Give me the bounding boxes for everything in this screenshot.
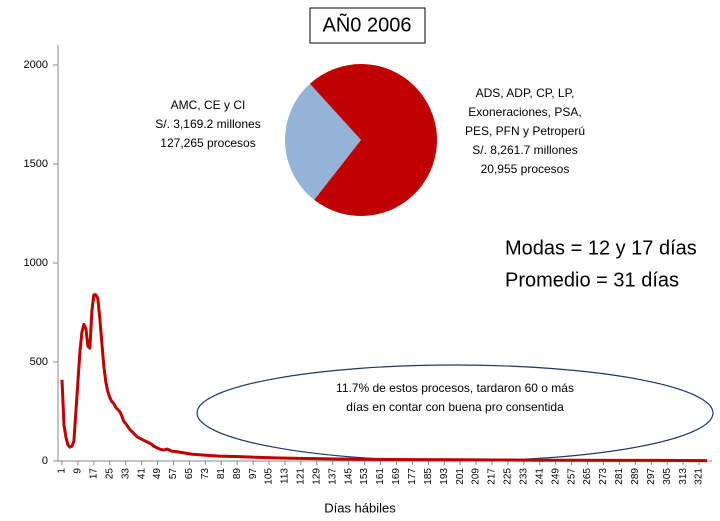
y-tick-label: 0 bbox=[42, 455, 48, 467]
x-tick-label: 49 bbox=[152, 468, 163, 480]
x-tick-label: 193 bbox=[439, 468, 450, 485]
slice-label: ADS, ADP, CP, LP, bbox=[476, 86, 575, 100]
x-tick-label: 233 bbox=[518, 468, 529, 485]
x-tick-label: 321 bbox=[694, 468, 705, 485]
x-tick-label: 225 bbox=[503, 468, 514, 485]
x-axis-label: Días hábiles bbox=[324, 500, 396, 515]
title-box bbox=[309, 7, 426, 44]
x-tick-label: 25 bbox=[104, 468, 115, 480]
x-tick-label: 281 bbox=[614, 468, 625, 485]
x-tick-label: 1 bbox=[57, 468, 68, 474]
x-tick-label: 81 bbox=[216, 468, 227, 480]
chart-title: AÑ0 2006 bbox=[323, 12, 412, 36]
x-tick-label: 265 bbox=[582, 468, 593, 485]
y-tick-label: 2000 bbox=[24, 59, 48, 71]
x-tick-label: 161 bbox=[375, 468, 386, 485]
x-tick-label: 129 bbox=[311, 468, 322, 485]
slice-count-label: 127,265 procesos bbox=[160, 136, 255, 150]
x-tick-label: 297 bbox=[646, 468, 657, 485]
x-tick-label: 201 bbox=[455, 468, 466, 485]
x-tick-label: 289 bbox=[630, 468, 641, 485]
x-tick-label: 41 bbox=[136, 468, 147, 480]
x-tick-label: 273 bbox=[598, 468, 609, 485]
x-tick-label: 73 bbox=[200, 468, 211, 480]
pie-slice bbox=[309, 64, 437, 216]
x-tick-label: 177 bbox=[407, 468, 418, 485]
ellipse-note: 11.7% de estos procesos, tardaron 60 o m… bbox=[336, 381, 574, 395]
slice-count-label: 20,955 procesos bbox=[481, 162, 570, 176]
x-tick-label: 169 bbox=[391, 468, 402, 485]
x-tick-label: 257 bbox=[566, 468, 577, 485]
x-tick-label: 97 bbox=[248, 468, 259, 480]
x-tick-label: 65 bbox=[184, 468, 195, 480]
slice-value-label: S/. 8,261.7 millones bbox=[472, 143, 577, 157]
x-tick-label: 217 bbox=[487, 468, 498, 485]
x-tick-label: 241 bbox=[534, 468, 545, 485]
slice-label: PES, PFN y Petroperú bbox=[465, 124, 585, 138]
x-tick-label: 153 bbox=[359, 468, 370, 485]
pie-slice bbox=[284, 83, 361, 200]
y-tick-label: 500 bbox=[30, 356, 48, 368]
slice-label: AMC, CE y CI bbox=[171, 98, 246, 112]
x-tick-label: 9 bbox=[73, 468, 84, 474]
x-tick-label: 137 bbox=[327, 468, 338, 485]
x-tick-label: 209 bbox=[471, 468, 482, 485]
ellipse-note: días en contar con buena pro consentida bbox=[346, 400, 564, 414]
x-tick-label: 313 bbox=[678, 468, 689, 485]
x-tick-label: 121 bbox=[296, 468, 307, 485]
y-tick-label: 1000 bbox=[24, 257, 48, 269]
slice-label: Exoneraciones, PSA, bbox=[468, 105, 581, 119]
x-tick-label: 249 bbox=[550, 468, 561, 485]
x-tick-label: 145 bbox=[343, 468, 354, 485]
annotation: Promedio = 31 días bbox=[505, 269, 679, 291]
x-tick-label: 33 bbox=[120, 468, 131, 480]
annotation: Modas = 12 y 17 días bbox=[505, 237, 697, 259]
x-tick-label: 89 bbox=[232, 468, 243, 480]
x-tick-label: 185 bbox=[423, 468, 434, 485]
line-series bbox=[60, 293, 708, 463]
x-tick-label: 113 bbox=[280, 468, 291, 484]
slice-value-label: S/. 3,169.2 millones bbox=[155, 117, 260, 131]
x-tick-label: 105 bbox=[264, 468, 275, 485]
x-tick-label: 305 bbox=[662, 468, 673, 485]
x-tick-label: 57 bbox=[168, 468, 179, 480]
x-tick-label: 17 bbox=[88, 468, 99, 480]
y-tick-label: 1500 bbox=[24, 158, 48, 170]
